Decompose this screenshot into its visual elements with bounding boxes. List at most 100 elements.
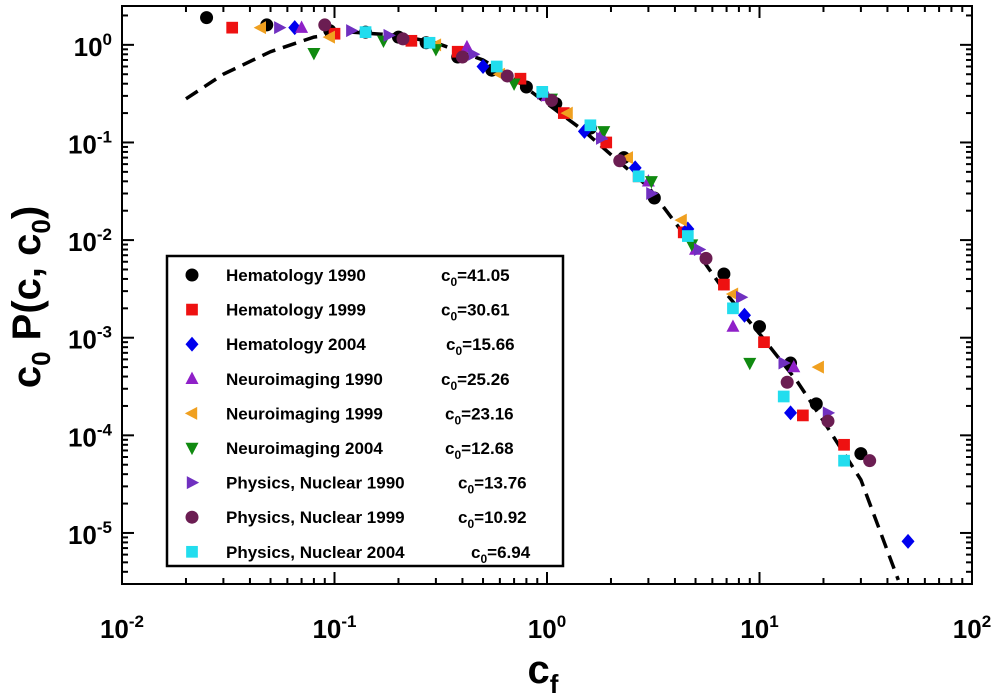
data-point bbox=[780, 375, 794, 389]
data-point bbox=[787, 359, 801, 373]
data-point bbox=[901, 533, 915, 549]
fit-curve bbox=[185, 30, 900, 581]
data-point bbox=[584, 119, 597, 132]
data-point bbox=[681, 230, 694, 242]
legend-c0-value: c0=15.66 bbox=[446, 335, 515, 358]
data-point bbox=[346, 24, 359, 38]
legend-c0-value: c0=13.76 bbox=[458, 474, 527, 497]
data-point bbox=[838, 438, 850, 451]
data-point bbox=[685, 239, 699, 252]
data-point bbox=[854, 447, 868, 461]
data-point bbox=[295, 20, 309, 33]
data-point bbox=[536, 86, 549, 98]
data-point bbox=[674, 213, 687, 227]
y-tick-label: 10-2 bbox=[68, 225, 112, 257]
data-point bbox=[318, 18, 332, 32]
data-point bbox=[632, 170, 645, 183]
data-point bbox=[507, 78, 521, 91]
data-point bbox=[727, 302, 739, 315]
legend-marker bbox=[184, 406, 198, 420]
legend-c0-value: c0=6.94 bbox=[471, 543, 531, 566]
data-point bbox=[644, 176, 658, 189]
legend-marker bbox=[185, 510, 199, 524]
data-point bbox=[200, 11, 214, 25]
y-tick-label: 10-5 bbox=[68, 518, 112, 550]
legend-label: Neuroimaging 1999 bbox=[226, 404, 383, 423]
data-point bbox=[620, 151, 633, 165]
data-point bbox=[738, 307, 752, 323]
data-point bbox=[274, 21, 287, 35]
data-point bbox=[821, 414, 835, 428]
data-point bbox=[423, 36, 436, 49]
data-point bbox=[359, 26, 372, 38]
legend-marker bbox=[185, 371, 199, 384]
data-point bbox=[405, 34, 418, 47]
data-point bbox=[809, 397, 823, 411]
legend-c0-value: c0=23.16 bbox=[445, 404, 514, 427]
data-point bbox=[560, 106, 573, 120]
x-axis-title: cf bbox=[528, 648, 559, 696]
legend-c0-value: c0=30.61 bbox=[441, 301, 510, 324]
data-point bbox=[597, 126, 611, 139]
legend-label: Hematology 2004 bbox=[226, 335, 366, 354]
data-point bbox=[455, 50, 469, 64]
legend-marker bbox=[186, 545, 198, 558]
legend-c0-value: c0=12.68 bbox=[445, 439, 514, 462]
legend-c0-value: c0=41.05 bbox=[441, 266, 510, 289]
data-point bbox=[500, 69, 514, 83]
data-point bbox=[743, 357, 757, 371]
legend-label: Neuroimaging 1990 bbox=[226, 370, 383, 389]
series-8 bbox=[318, 18, 877, 468]
x-tick-label: 10-1 bbox=[312, 612, 356, 644]
data-point bbox=[596, 131, 609, 145]
data-point bbox=[490, 60, 503, 73]
x-tick-label: 101 bbox=[740, 612, 778, 644]
series-3 bbox=[288, 20, 915, 549]
series-9 bbox=[359, 26, 850, 467]
legend-label: Physics, Nuclear 1999 bbox=[226, 508, 405, 527]
x-tick-label: 102 bbox=[953, 612, 991, 644]
data-point bbox=[600, 136, 613, 149]
data-point bbox=[797, 409, 809, 422]
legend-label: Hematology 1999 bbox=[226, 301, 366, 320]
legend-c0-value: c0=25.26 bbox=[441, 370, 510, 393]
data-point bbox=[476, 59, 490, 74]
data-point bbox=[322, 30, 335, 44]
data-point bbox=[753, 320, 766, 334]
legend-label: Hematology 1990 bbox=[226, 266, 366, 285]
y-tick-label: 100 bbox=[74, 30, 112, 62]
data-point bbox=[726, 319, 740, 332]
data-point bbox=[226, 21, 239, 34]
legend-c0-value: c0=10.92 bbox=[458, 508, 527, 531]
data-point bbox=[253, 21, 267, 35]
data-point bbox=[811, 360, 824, 374]
data-point bbox=[717, 267, 731, 281]
data-point bbox=[784, 405, 798, 421]
data-point bbox=[646, 187, 659, 201]
data-point bbox=[777, 390, 790, 403]
legend-box bbox=[165, 254, 565, 568]
legend-marker bbox=[185, 336, 199, 352]
legend-marker bbox=[185, 268, 199, 282]
data-point bbox=[725, 287, 739, 301]
data-point bbox=[545, 93, 559, 107]
data-point bbox=[758, 336, 770, 349]
y-tick-label: 10-1 bbox=[68, 127, 112, 159]
legend-marker bbox=[185, 442, 199, 456]
legend-label: Physics, Nuclear 2004 bbox=[226, 543, 405, 562]
legend-label: Neuroimaging 2004 bbox=[226, 439, 383, 458]
x-tick-label: 100 bbox=[528, 612, 566, 644]
data-point bbox=[468, 47, 481, 61]
data-point bbox=[838, 454, 850, 467]
data-point bbox=[735, 290, 749, 304]
legend-marker bbox=[186, 476, 200, 490]
y-axis-title: c0 P(c, c0) bbox=[5, 206, 56, 388]
data-point bbox=[396, 32, 410, 46]
legend-marker bbox=[186, 303, 198, 316]
data-point bbox=[613, 154, 627, 168]
data-point bbox=[778, 356, 791, 370]
y-tick-label: 10-4 bbox=[68, 420, 113, 452]
data-point bbox=[693, 243, 707, 257]
legend-label: Physics, Nuclear 1990 bbox=[226, 474, 405, 493]
